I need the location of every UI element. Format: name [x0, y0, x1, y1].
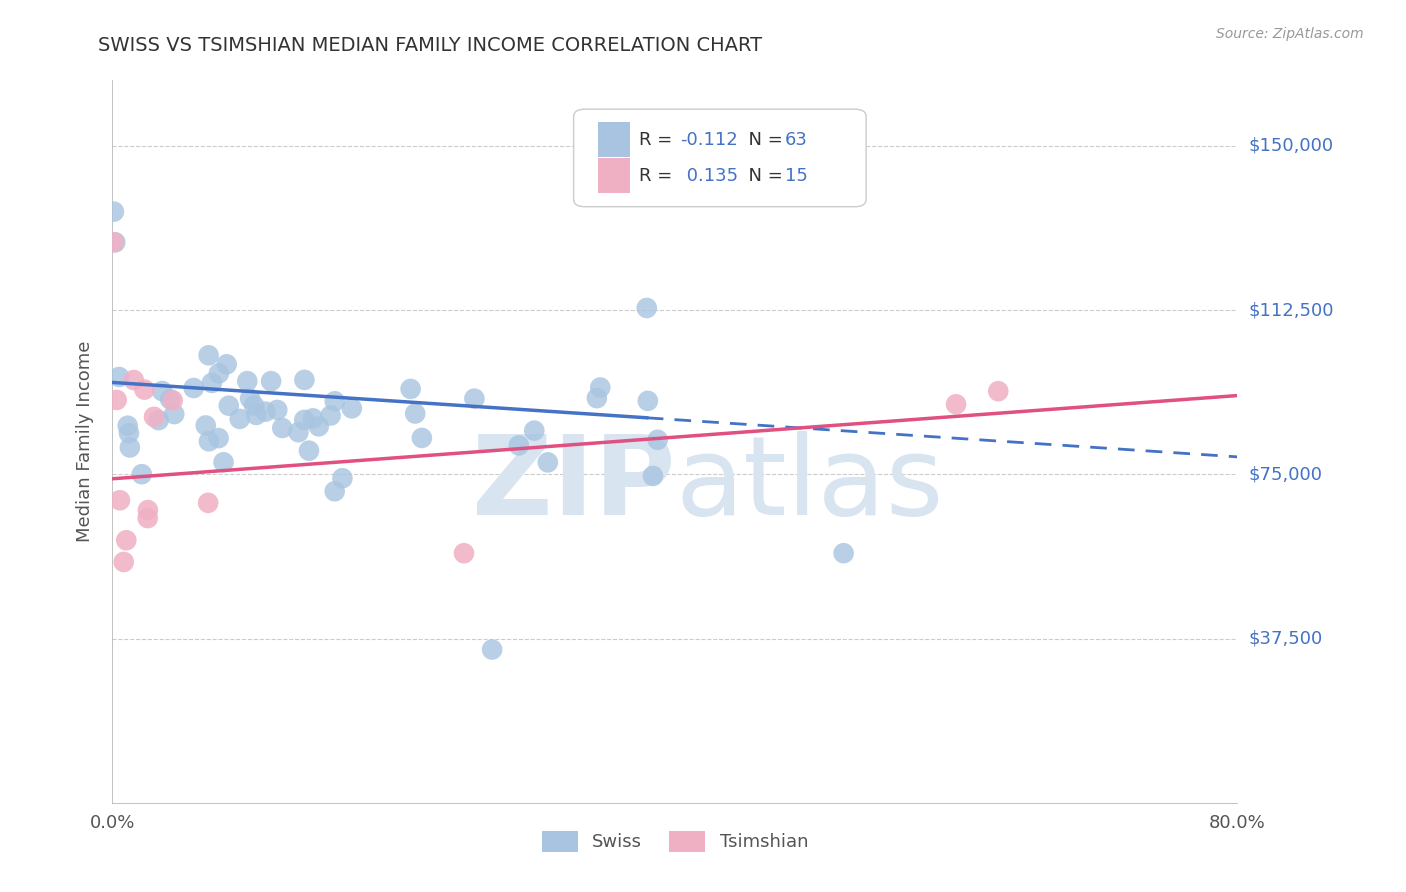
Point: [150, 384, 173, 398]
Point: [118, 426, 141, 441]
Point: [115, 533, 138, 548]
Point: [201, 376, 224, 390]
Point: [218, 399, 240, 413]
Point: [260, 374, 283, 388]
Text: $37,500: $37,500: [1249, 630, 1323, 648]
Point: [404, 407, 426, 421]
Point: [292, 413, 315, 427]
Point: [637, 393, 659, 408]
Point: [131, 467, 153, 482]
FancyBboxPatch shape: [599, 122, 630, 157]
Point: [108, 370, 131, 384]
Point: [287, 425, 309, 440]
Point: [589, 380, 612, 394]
Point: [215, 357, 238, 371]
Point: [243, 399, 266, 413]
Text: N =: N =: [737, 130, 789, 149]
Point: [118, 441, 141, 455]
Point: [319, 409, 342, 423]
Point: [122, 373, 145, 387]
Point: [586, 391, 609, 405]
Text: -0.112: -0.112: [681, 130, 738, 149]
Point: [523, 424, 546, 438]
Text: atlas: atlas: [675, 432, 943, 539]
Point: [266, 403, 288, 417]
Point: [212, 455, 235, 469]
Point: [832, 546, 855, 560]
Point: [332, 471, 354, 485]
Point: [108, 493, 131, 508]
Point: [134, 383, 156, 397]
Text: Source: ZipAtlas.com: Source: ZipAtlas.com: [1216, 27, 1364, 41]
Point: [103, 235, 125, 250]
Point: [399, 382, 422, 396]
Point: [987, 384, 1010, 399]
Point: [463, 392, 485, 406]
Point: [163, 407, 186, 421]
Point: [207, 431, 229, 445]
Point: [537, 455, 560, 469]
Point: [143, 409, 166, 424]
Point: [183, 381, 205, 395]
FancyBboxPatch shape: [599, 158, 630, 193]
Point: [239, 392, 262, 406]
Point: [208, 367, 231, 381]
Y-axis label: Median Family Income: Median Family Income: [76, 341, 94, 542]
Text: SWISS VS TSIMSHIAN MEDIAN FAMILY INCOME CORRELATION CHART: SWISS VS TSIMSHIAN MEDIAN FAMILY INCOME …: [98, 36, 762, 54]
Text: 63: 63: [785, 130, 808, 149]
Point: [308, 419, 330, 434]
Text: 0.135: 0.135: [681, 167, 738, 185]
Point: [103, 204, 125, 219]
Point: [411, 431, 433, 445]
Point: [117, 418, 139, 433]
Point: [636, 301, 658, 315]
Text: R =: R =: [638, 167, 678, 185]
Point: [112, 555, 135, 569]
Point: [104, 235, 127, 250]
Point: [945, 397, 967, 411]
Point: [236, 374, 259, 388]
Point: [136, 511, 159, 525]
Point: [340, 401, 363, 416]
Point: [197, 496, 219, 510]
Point: [197, 348, 219, 362]
Point: [453, 546, 475, 560]
Point: [162, 393, 184, 408]
Point: [323, 394, 346, 409]
Point: [245, 408, 267, 422]
Legend: Swiss, Tsimshian: Swiss, Tsimshian: [534, 823, 815, 859]
FancyBboxPatch shape: [574, 109, 866, 207]
Point: [641, 469, 664, 483]
Point: [271, 421, 294, 435]
Text: $112,500: $112,500: [1249, 301, 1334, 319]
Point: [323, 484, 346, 499]
Point: [302, 411, 325, 425]
Point: [194, 418, 217, 433]
Point: [105, 392, 128, 407]
Text: ZIP: ZIP: [471, 432, 675, 539]
Text: $75,000: $75,000: [1249, 466, 1323, 483]
Point: [198, 434, 221, 449]
Point: [298, 443, 321, 458]
Point: [148, 413, 170, 427]
Point: [136, 503, 159, 517]
Text: 15: 15: [785, 167, 808, 185]
Point: [294, 373, 316, 387]
Text: N =: N =: [737, 167, 789, 185]
Point: [508, 438, 530, 452]
Point: [481, 642, 503, 657]
Point: [647, 433, 669, 447]
Text: R =: R =: [638, 130, 678, 149]
Text: $150,000: $150,000: [1249, 137, 1333, 155]
Point: [159, 392, 181, 406]
Point: [254, 405, 277, 419]
Point: [228, 412, 250, 426]
